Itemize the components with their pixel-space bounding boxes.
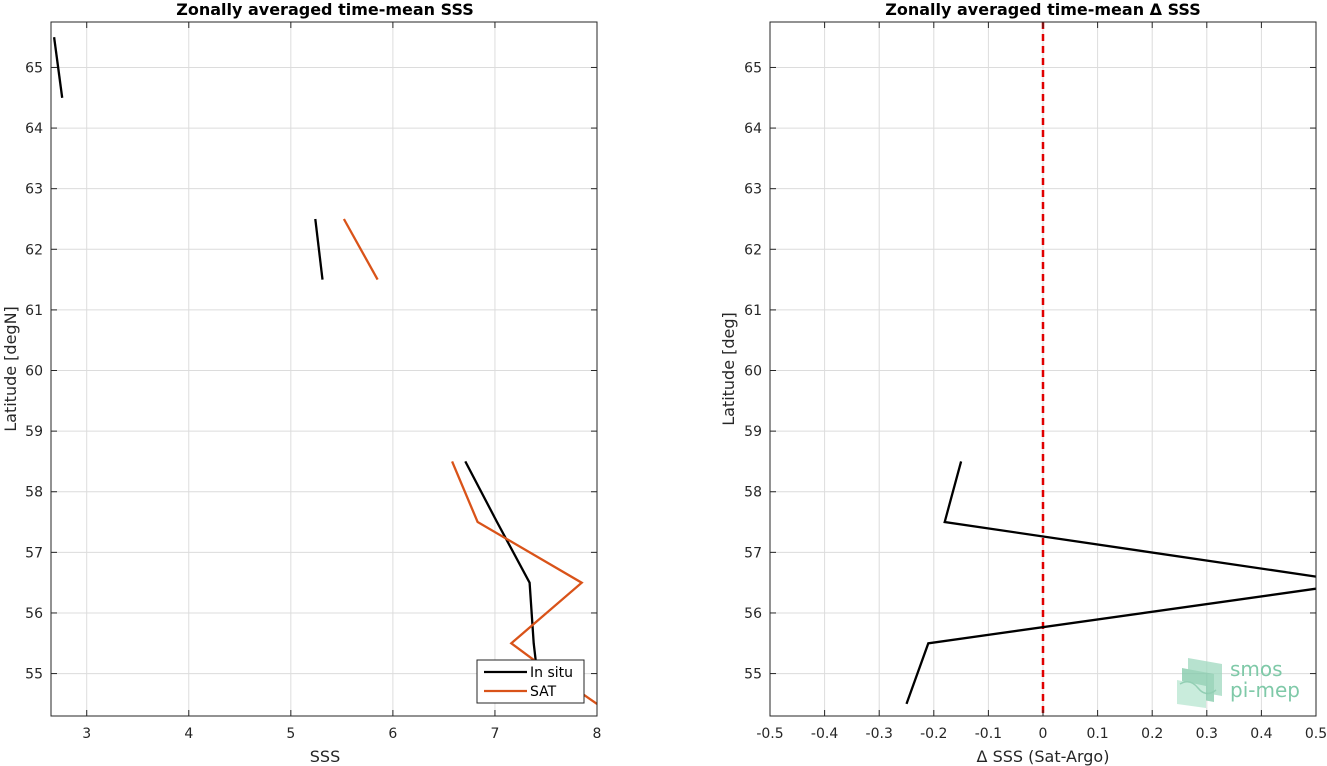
axis-ticks: -0.5 -0.4 -0.3 -0.2 -0.1 0 0.1 0.2 0.3 0.4 0.5 55 56… <box>744 22 1327 742</box>
x-tick-label: 5 <box>286 726 295 742</box>
series-line-in-situ <box>52 37 64 98</box>
grid <box>51 22 598 716</box>
x-tick-label: -0.4 <box>811 726 838 742</box>
y-tick-label: 61 <box>25 303 43 319</box>
logo-mark-icon <box>1177 658 1222 708</box>
plot-frame <box>50 21 598 717</box>
smos-pimep-logo: smos pi-mep <box>1177 657 1300 708</box>
y-tick-label: 64 <box>744 121 762 137</box>
y-tick-label: 56 <box>25 606 43 622</box>
y-tick-label: 56 <box>744 606 762 622</box>
x-tick-label: 0.5 <box>1305 726 1327 742</box>
x-tick-label: -0.3 <box>866 726 893 742</box>
legend: In situ SAT <box>476 659 585 704</box>
x-tick-label: -0.2 <box>920 726 947 742</box>
x-tick-label: 0.1 <box>1086 726 1108 742</box>
y-tick-label: 57 <box>744 545 762 561</box>
y-tick-label: 65 <box>25 60 43 76</box>
y-tick-label: 60 <box>25 364 43 380</box>
series-line-in-situ <box>314 218 324 280</box>
y-tick-label: 62 <box>25 242 43 258</box>
x-tick-label: 8 <box>593 726 602 742</box>
sss-panel: Zonally averaged time-mean SSS SSS Latit… <box>1 0 601 766</box>
chart-title: Zonally averaged time-mean SSS <box>176 0 474 19</box>
y-tick-label: 60 <box>744 364 762 380</box>
x-axis-label: SSS <box>310 747 340 766</box>
y-tick-label: 55 <box>25 667 43 683</box>
series-line-0 <box>943 461 1317 578</box>
y-tick-label: 59 <box>744 424 762 440</box>
logo-text-line1: smos <box>1230 657 1283 681</box>
chart-title: Zonally averaged time-mean Δ SSS <box>885 0 1201 19</box>
y-tick-label: 55 <box>744 667 762 683</box>
y-tick-label: 61 <box>744 303 762 319</box>
x-tick-label: -0.1 <box>975 726 1002 742</box>
y-tick-label: 59 <box>25 424 43 440</box>
legend-label-in-situ: In situ <box>530 665 573 681</box>
legend-box <box>476 659 585 704</box>
y-tick-label: 63 <box>25 182 43 198</box>
x-tick-label: -0.5 <box>756 726 783 742</box>
series-line-in-situ <box>464 460 537 662</box>
y-axis-label: Latitude [deg] <box>719 312 738 426</box>
delta-sss-panel: Zonally averaged time-mean Δ SSS Δ SSS (… <box>719 0 1327 766</box>
logo-text-line2: pi-mep <box>1230 678 1300 702</box>
x-tick-label: 0.4 <box>1250 726 1272 742</box>
y-tick-label: 64 <box>25 121 43 137</box>
y-tick-label: 58 <box>25 485 43 501</box>
x-tick-label: 6 <box>388 726 397 742</box>
x-tick-label: 3 <box>82 726 91 742</box>
plot-lines <box>905 22 1317 716</box>
x-tick-label: 0 <box>1039 726 1048 742</box>
series-line-sat <box>342 218 379 281</box>
series-line-0 <box>905 587 1317 705</box>
x-tick-label: 0.2 <box>1141 726 1163 742</box>
x-axis-label: Δ SSS (Sat-Argo) <box>977 747 1110 766</box>
legend-label-sat: SAT <box>530 684 557 700</box>
y-tick-label: 63 <box>744 182 762 198</box>
y-tick-label: 62 <box>744 242 762 258</box>
y-tick-label: 65 <box>744 60 762 76</box>
y-tick-label: 57 <box>25 545 43 561</box>
x-tick-label: 0.3 <box>1196 726 1218 742</box>
x-tick-label: 7 <box>490 726 499 742</box>
y-axis-label: Latitude [degN] <box>1 306 20 432</box>
x-tick-label: 4 <box>184 726 193 742</box>
y-tick-label: 58 <box>744 485 762 501</box>
